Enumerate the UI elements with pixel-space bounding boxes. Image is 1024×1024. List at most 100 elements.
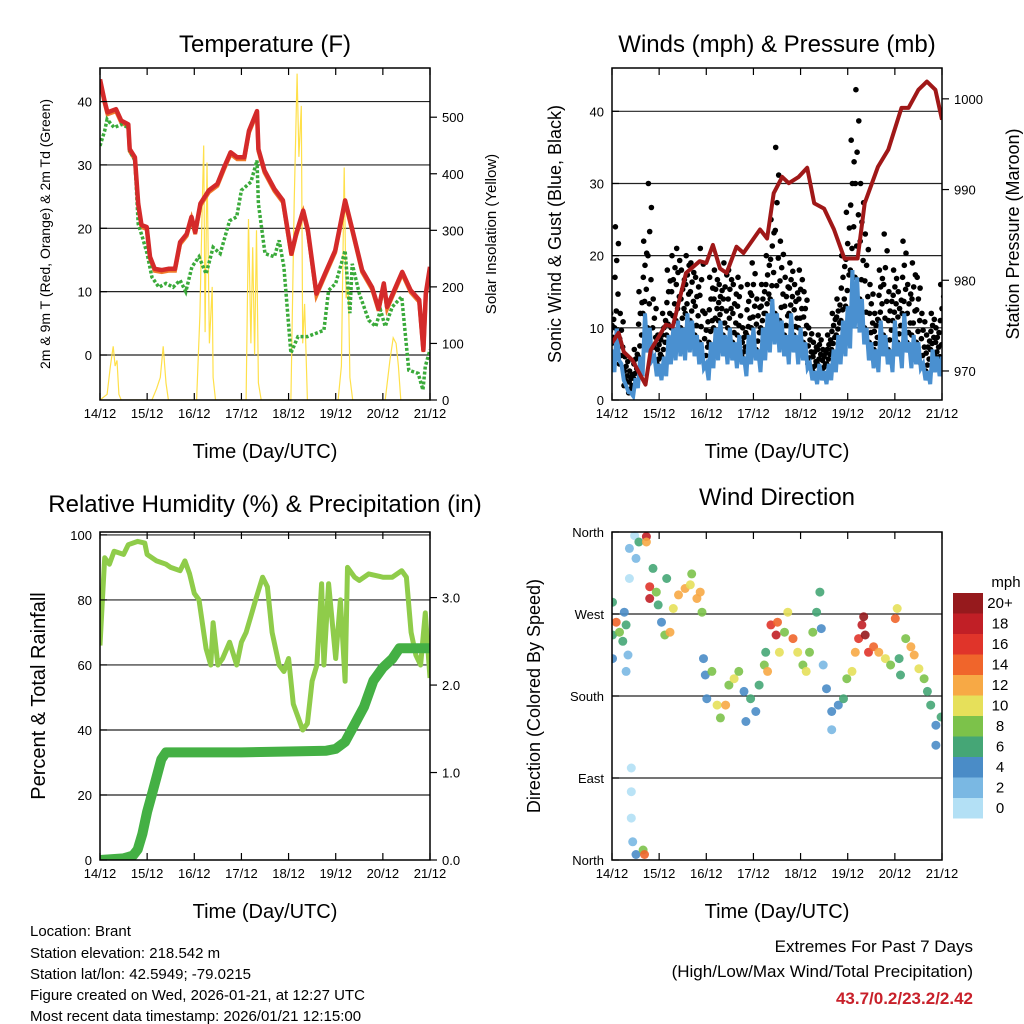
speed-colorbar: 20+ 18 16 14 12 10 8 6 4 2 0 mph [953,574,1021,819]
gust-point [698,276,705,283]
gust-point [703,327,710,334]
colorbar-label: 0 [996,800,1004,817]
gust-point [775,255,782,261]
colorbar-swatch [953,777,983,798]
gust-point [934,334,941,341]
gust-point [787,302,794,308]
y2-tick-label: 970 [954,364,976,379]
y-axis-label: Direction (Colored By Speed) [524,579,544,813]
gust-point [804,297,810,304]
x-tick-label: 19/12 [319,866,352,881]
direction-point [628,837,638,847]
direction-point [631,553,641,563]
direction-point [739,686,749,696]
gust-point [829,310,836,317]
latlon-text: Station lat/lon: 42.5949; -79.0215 [30,966,251,983]
gust-point [730,281,737,288]
gust-point [895,314,901,320]
gust-point [754,296,760,302]
relative-humidity-line [100,538,430,733]
gust-point [692,303,698,310]
gust-point [854,149,860,155]
panel-title: Wind Direction [699,484,855,511]
gust-point [688,260,694,266]
colorbar-swatch [953,675,983,696]
x-tick-label: 18/12 [272,406,305,421]
panel-title: Winds (mph) & Pressure (mb) [618,31,935,58]
gust-point [697,292,703,299]
gust-point [906,301,912,307]
gust-point [890,292,896,299]
y-tick-label: 0 [85,853,92,868]
direction-point [624,574,634,583]
y2-tick-label: 1000 [954,92,983,107]
colorbar-label: 2 [996,780,1004,797]
elevation-text: Station elevation: 218.542 m [30,945,220,962]
direction-point [624,543,634,553]
panel-wind-direction: 20+ 18 16 14 12 10 8 6 4 2 0 mph 14/12 15/12 16/12 17/1… [524,484,1021,923]
direction-point [909,650,919,660]
gust-point [802,331,808,337]
x-tick-label: 20/12 [367,406,400,421]
x-tick-label: 14/12 [84,866,117,881]
direction-point [721,700,731,710]
plot-area [612,531,942,859]
gust-point [846,225,853,231]
recent-data-text: Most recent data timestamp: 2026/01/21 1… [30,1008,361,1024]
direction-point [793,647,803,657]
gust-point [865,246,872,253]
direction-point [839,694,848,704]
gust-point [862,278,868,284]
gust-point [728,305,734,312]
gust-point [886,288,892,295]
gust-point [796,296,802,302]
gust-point [791,307,797,313]
gust-point [931,316,938,323]
gust-point [744,307,750,313]
direction-point [886,660,896,670]
gust-point [745,298,752,305]
gust-point [734,303,741,310]
x-tick-label: 21/12 [926,406,959,421]
x-tick-label: 17/12 [737,406,770,421]
gust-point [646,228,653,235]
gust-point [654,346,661,353]
gust-point [761,288,768,295]
gust-point [695,284,702,290]
direction-point [687,569,697,579]
gust-point [855,212,862,218]
gust-point [830,322,837,329]
gust-point [901,298,907,305]
x-axis-label: Time (Day/UTC) [705,441,850,463]
direction-point [874,647,884,657]
gust-point [769,243,776,249]
gust-point [744,281,751,288]
gust-point [791,281,798,288]
gust-point [902,286,909,293]
gust-point [772,227,779,234]
gust-point [716,281,722,288]
gust-point [871,328,878,335]
gust-point [737,313,744,319]
gust-point [796,267,803,273]
gust-point [816,341,823,348]
gust-point [893,301,899,307]
direction-point [774,647,784,657]
direction-point [665,627,675,637]
gust-point [612,224,619,230]
gust-point [767,256,774,263]
gust-point [648,204,655,211]
gust-point [895,288,902,295]
gust-point [844,240,851,247]
x-tick-label: 18/12 [272,866,305,881]
direction-point [648,563,658,573]
direction-point [919,674,929,684]
y-tick-label: South [570,689,604,704]
direction-point [612,654,617,664]
gust-point [653,305,659,312]
gust-point [915,328,921,335]
colorbar-label: 16 [992,636,1009,653]
gust-point [914,274,920,281]
x-tick-label: 14/12 [596,406,629,421]
direction-point [612,597,617,607]
